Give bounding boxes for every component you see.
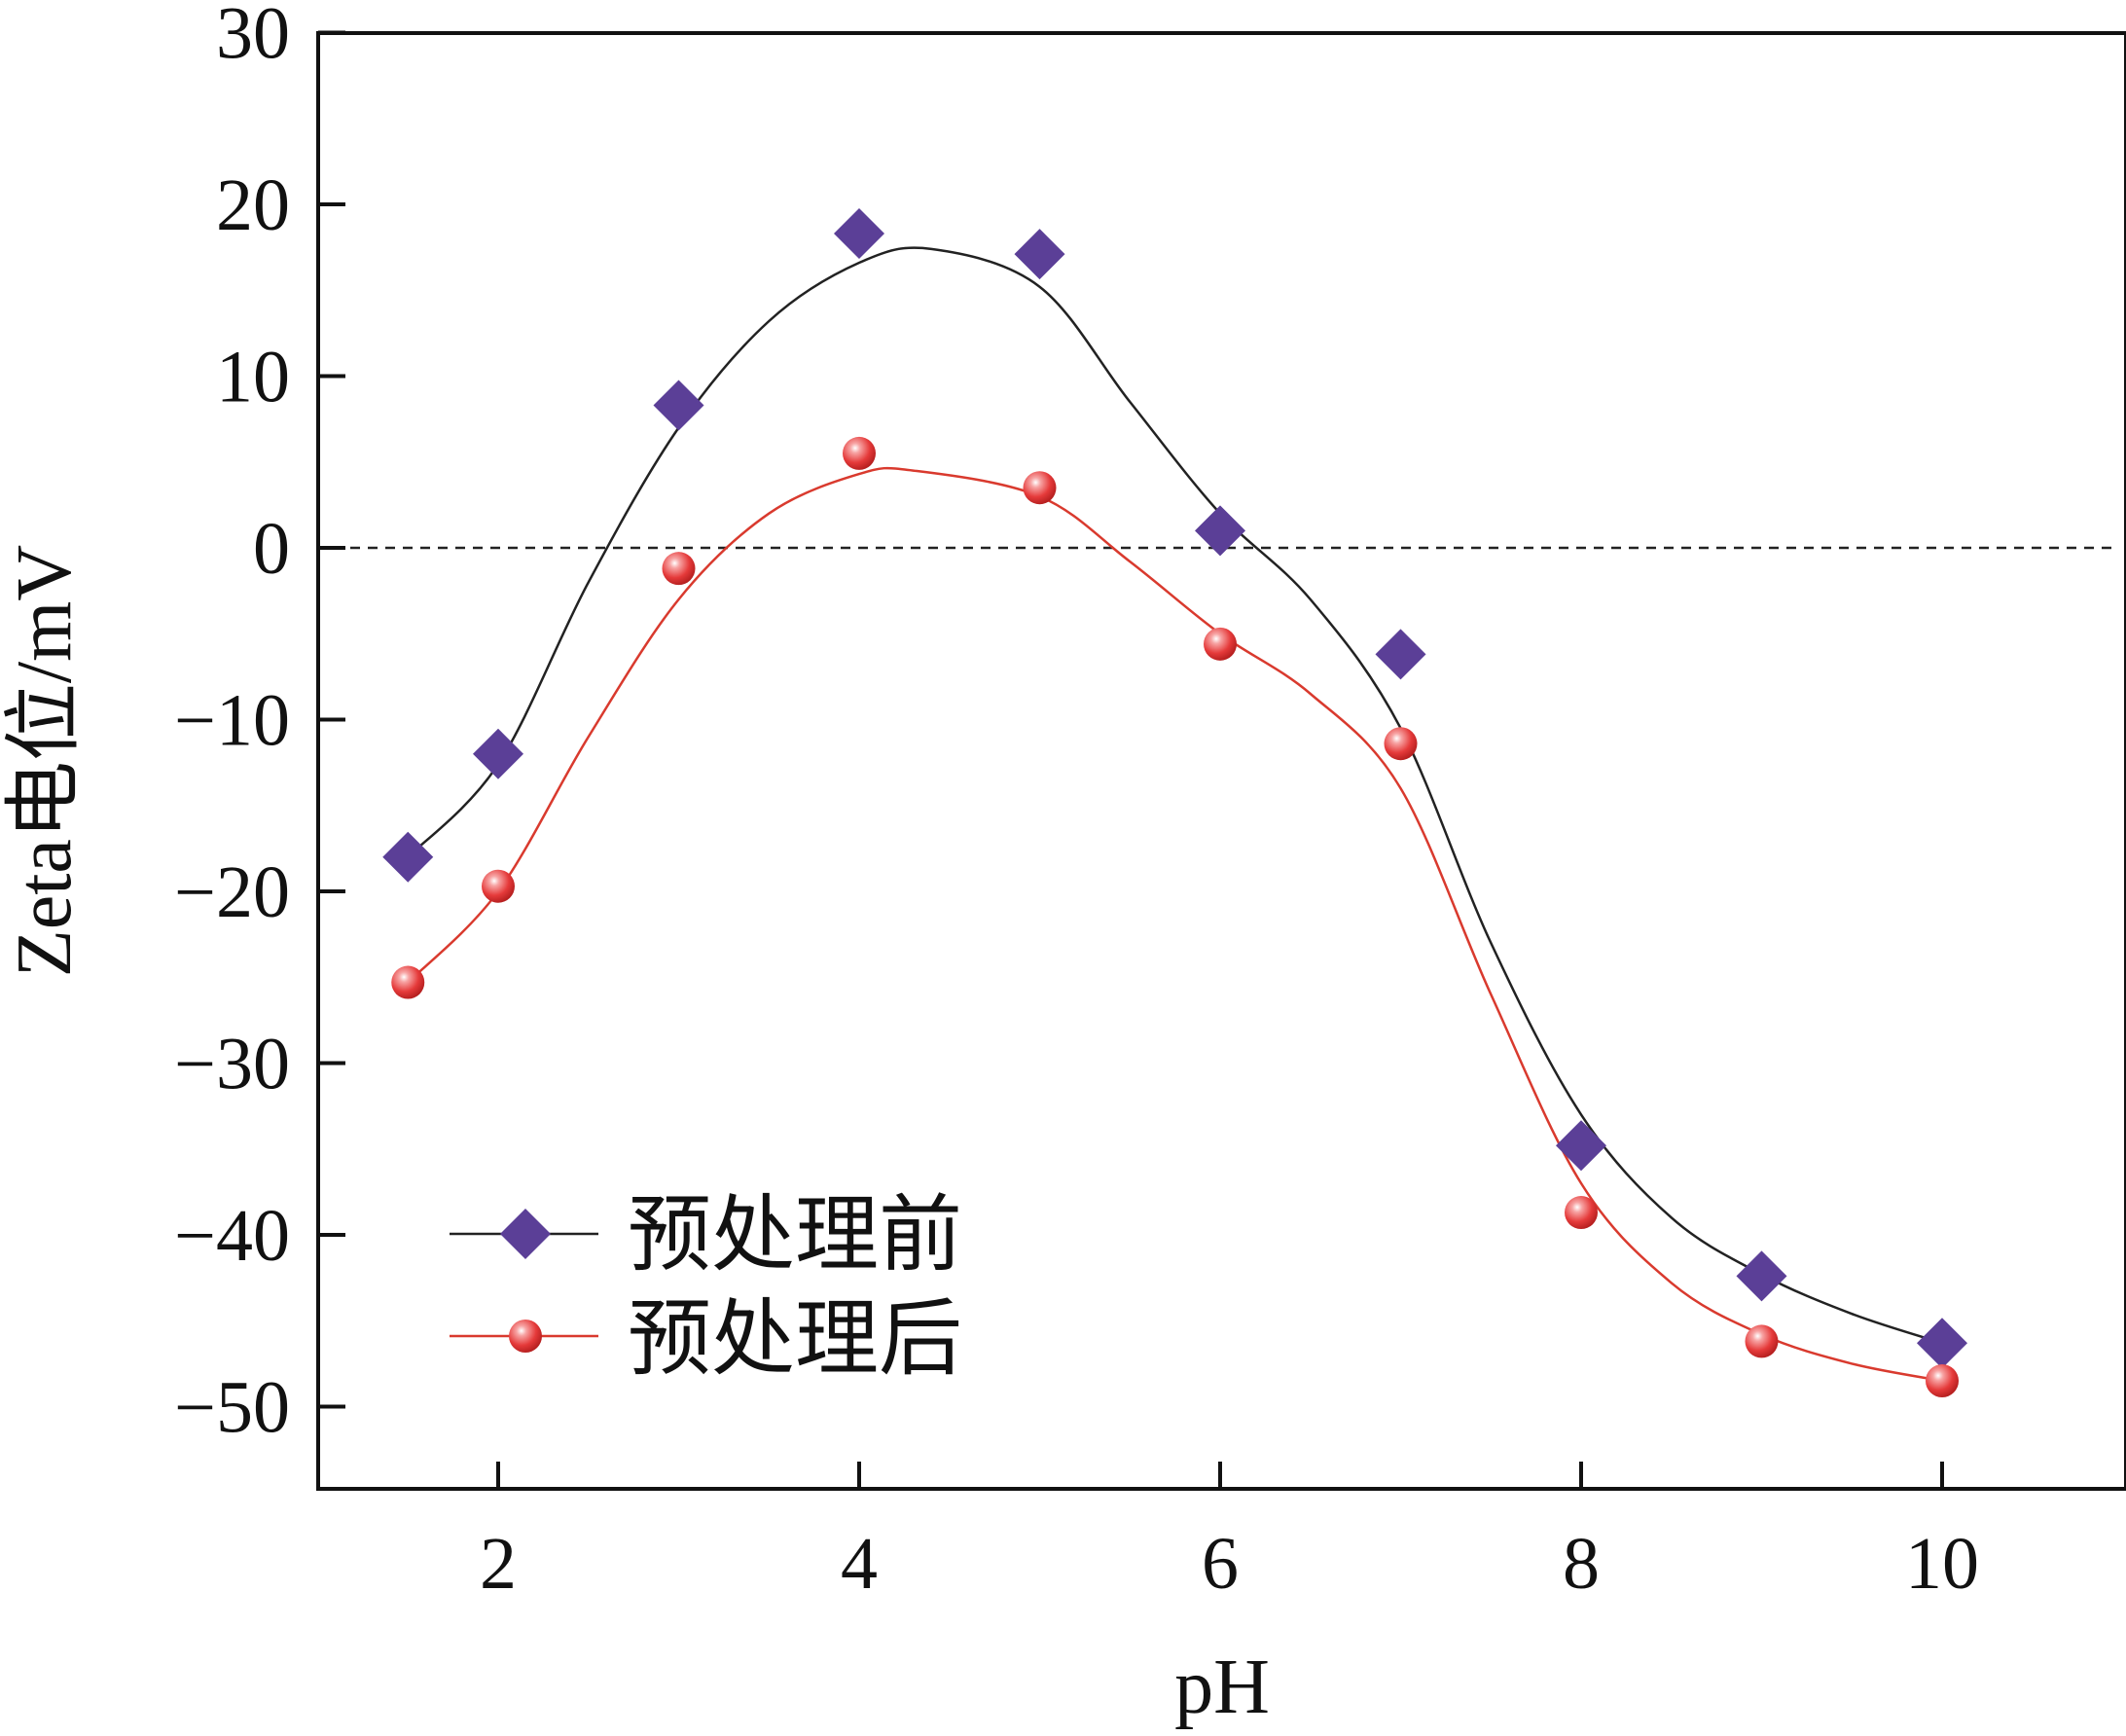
legend-marker-after xyxy=(509,1320,542,1353)
y-tick-label: −50 xyxy=(174,1367,290,1449)
legend-label-before: 预处理前 xyxy=(628,1186,962,1284)
fit-lines xyxy=(407,246,1943,1383)
x-tick-label: 6 xyxy=(1202,1523,1239,1605)
point-before xyxy=(1375,629,1426,680)
point-before xyxy=(1917,1318,1967,1369)
y-tick-label: −30 xyxy=(174,1024,290,1105)
legend-label-after: 预处理后 xyxy=(628,1290,962,1388)
point-after xyxy=(1926,1364,1959,1398)
x-tick-label: 8 xyxy=(1563,1523,1600,1605)
data-markers xyxy=(382,208,1967,1398)
legend: 预处理前 预处理后 xyxy=(450,1186,962,1388)
point-after xyxy=(1204,627,1237,661)
point-after xyxy=(1745,1324,1779,1358)
legend-marker-before xyxy=(500,1209,551,1259)
y-tick-label: 10 xyxy=(216,337,290,418)
point-before xyxy=(1195,505,1245,557)
x-tick-label: 4 xyxy=(841,1523,878,1605)
x-axis: 2 4 6 8 10 xyxy=(480,1462,1979,1605)
y-axis-label: Zeta电位/mV xyxy=(2,545,88,977)
y-tick-label: 20 xyxy=(216,164,290,246)
point-before xyxy=(653,380,704,431)
point-after xyxy=(1384,727,1418,761)
point-after xyxy=(482,869,515,903)
point-before xyxy=(1556,1120,1606,1172)
y-axis: 30 20 10 0 −10 −20 −30 −40 −50 xyxy=(174,0,345,1449)
point-after xyxy=(662,552,696,586)
plot-frame xyxy=(316,31,2126,1491)
y-tick-label: −40 xyxy=(174,1195,290,1277)
x-axis-label: pH xyxy=(1174,1645,1270,1730)
x-tick-label: 10 xyxy=(1905,1523,1979,1605)
series-after-line xyxy=(407,466,1943,1383)
point-after xyxy=(843,436,876,470)
y-tick-label: −10 xyxy=(174,680,290,762)
point-before xyxy=(1014,229,1065,280)
point-after xyxy=(391,965,425,999)
y-tick-label: −20 xyxy=(174,851,290,933)
point-before xyxy=(382,831,434,883)
point-before xyxy=(473,728,523,779)
x-tick-label: 2 xyxy=(480,1523,517,1605)
y-tick-label: 30 xyxy=(216,0,290,75)
point-before xyxy=(1736,1250,1787,1302)
point-after xyxy=(1565,1196,1598,1230)
series-before-line xyxy=(407,246,1943,1345)
y-tick-label: 0 xyxy=(253,508,290,590)
point-before xyxy=(834,208,884,260)
point-after xyxy=(1023,471,1057,505)
